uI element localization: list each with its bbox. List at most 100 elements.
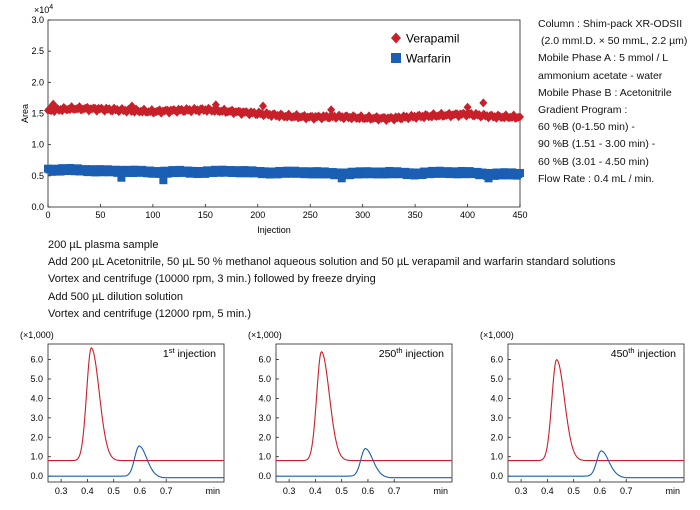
outlier-point — [479, 98, 488, 108]
x-tick-label: 0.6 — [134, 486, 147, 496]
x-tick-label: 50 — [95, 210, 105, 220]
area-vs-injection-chart: 0 50 100 150 200 250 300 350 400 450 0.0 0.5 1.0 1.5 2… — [20, 4, 528, 235]
x-tick-label: 0.7 — [388, 486, 401, 496]
y-tick-label: 3.0 — [258, 413, 271, 423]
prep-step: Vortex and centrifuge (10000 rpm, 3 min.… — [48, 273, 376, 286]
plot-frame — [275, 343, 453, 483]
data-point — [165, 108, 174, 118]
x-tick-label: 450 — [512, 210, 527, 220]
y-multiplier: (×1,000) — [248, 330, 282, 340]
y-tick-label: 6.0 — [30, 355, 43, 365]
y-tick-label: 6.0 — [258, 355, 271, 365]
y-tick-label: 2.0 — [258, 432, 271, 442]
warfarin-trace — [48, 445, 224, 479]
prep-step: Add 200 µL Acetonitrile, 50 µL 50 % meth… — [48, 256, 616, 269]
outlier-point — [49, 99, 58, 109]
y-tick-label: 0.0 — [31, 202, 44, 212]
x-tick-label: 300 — [355, 210, 370, 220]
x-unit-label: min — [205, 486, 220, 496]
x-unit-label: min — [665, 486, 680, 496]
y-tick-label: 2.0 — [30, 432, 43, 442]
outlier-point — [117, 173, 126, 182]
condition-line: (2.0 mmI.D. × 50 mmL, 2.2 µm) — [541, 35, 688, 48]
condition-line: Gradient Program : — [538, 104, 628, 117]
x-tick-label: 0.3 — [55, 486, 68, 496]
condition-line: ammonium acetate - water — [538, 69, 663, 82]
y-multiplier: (×1,000) — [20, 330, 54, 340]
y-tick-label: 1.5 — [31, 109, 44, 119]
y-tick-label: 2.0 — [490, 432, 503, 442]
legend-marker — [391, 53, 401, 63]
verapamil-trace — [48, 347, 224, 462]
x-tick-label: 0.7 — [620, 486, 633, 496]
x-tick-label: 400 — [460, 210, 475, 220]
outlier-point — [327, 105, 336, 115]
x-tick-label: 0.7 — [160, 486, 173, 496]
x-tick-label: 100 — [145, 210, 160, 220]
prep-step: Add 500 µL dilution solution — [48, 290, 183, 303]
y-tick-label: 0.0 — [30, 471, 43, 481]
y-tick-label: 0.5 — [31, 171, 44, 181]
legend-label: Verapamil — [406, 32, 459, 46]
plot-frame — [507, 343, 685, 483]
data-point — [516, 112, 524, 122]
x-tick-label: 350 — [408, 210, 423, 220]
x-tick-label: 0.4 — [81, 486, 94, 496]
condition-line: Mobile Phase A : 5 mmol / L — [538, 52, 669, 65]
outlier-point — [463, 102, 472, 112]
outlier-point — [211, 100, 220, 110]
x-tick-label: 0.3 — [283, 486, 296, 496]
outlier-point — [127, 101, 136, 111]
y-tick-label: 6.0 — [490, 355, 503, 365]
x-tick-label: 200 — [250, 210, 265, 220]
x-axis-label: Injection — [257, 225, 291, 235]
injection-label: 250th injection — [379, 346, 444, 360]
condition-line: 90 %B (1.51 - 3.00 min) - — [538, 138, 656, 151]
x-tick-label: 250 — [303, 210, 318, 220]
y-tick-label: 2.5 — [31, 46, 44, 56]
outlier-point — [259, 101, 268, 111]
warfarin-trace — [508, 450, 684, 479]
verapamil-trace — [276, 350, 452, 462]
legend-label: Warfarin — [406, 52, 451, 66]
x-tick-label: 0.5 — [567, 486, 580, 496]
condition-line: Flow Rate : 0.4 mL / min. — [538, 172, 655, 185]
y-tick-label: 4.0 — [490, 393, 503, 403]
outlier-point — [159, 176, 168, 185]
series-verapamil — [44, 102, 524, 126]
condition-line: Mobile Phase B : Acetonitrile — [538, 86, 672, 99]
x-tick-label: 150 — [198, 210, 213, 220]
y-multiplier: ×104 — [34, 4, 53, 15]
outlier-point — [484, 174, 493, 183]
y-tick-label: 4.0 — [258, 393, 271, 403]
legend-marker — [391, 32, 401, 44]
outlier-point — [337, 174, 346, 183]
x-tick-label: 0.5 — [107, 486, 120, 496]
y-axis-label: Area — [20, 104, 30, 123]
chromatogram-250th: (×1,000) 0.0 1.0 2.0 3.0 4.0 5.0 6.0 0.3 0.4 0.5 0.… — [248, 330, 453, 496]
x-tick-label: 0.4 — [541, 486, 554, 496]
y-tick-label: 1.0 — [258, 452, 271, 462]
condition-line: 60 %B (0-1.50 min) - — [538, 121, 635, 134]
legend: Verapamil Warfarin — [391, 32, 459, 66]
y-tick-label: 1.0 — [31, 140, 44, 150]
y-tick-label: 3.0 — [30, 413, 43, 423]
y-tick-label: 3.0 — [31, 15, 44, 25]
y-tick-label: 5.0 — [30, 374, 43, 384]
x-tick-label: 0.3 — [515, 486, 528, 496]
prep-step: 200 µL plasma sample — [48, 239, 159, 251]
y-tick-label: 5.0 — [258, 374, 271, 384]
condition-line: 60 %B (3.01 - 4.50 min) — [538, 155, 649, 168]
data-point — [516, 168, 524, 177]
x-tick-label: 0 — [45, 210, 50, 220]
verapamil-trace — [508, 358, 684, 462]
prep-step: Vortex and centrifuge (12000 rpm, 5 min.… — [48, 307, 251, 320]
condition-line: Column : Shim-pack XR-ODSII — [538, 18, 683, 30]
x-unit-label: min — [433, 486, 448, 496]
y-multiplier: (×1,000) — [480, 330, 514, 340]
chromatogram-1st: (×1,000) 0.0 1.0 2.0 3.0 4.0 5.0 6.0 0.3 0.4 0.5 0.… — [20, 330, 225, 496]
y-tick-label: 4.0 — [30, 393, 43, 403]
injection-label: 450th injection — [611, 346, 676, 360]
y-tick-label: 0.0 — [258, 471, 271, 481]
y-tick-label: 1.0 — [30, 452, 43, 462]
